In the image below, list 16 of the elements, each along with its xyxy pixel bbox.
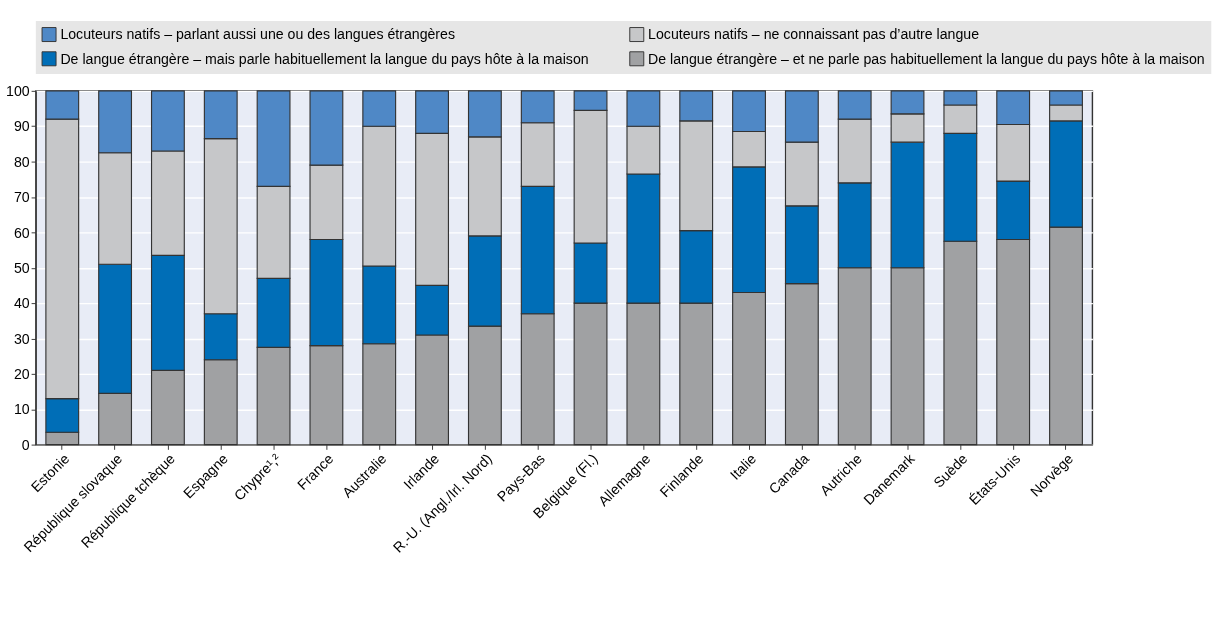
legend-label: De langue étrangère – et ne parle pas habituellement la langue du pays hôte à la maison bbox=[648, 50, 1205, 67]
y-tick-label: 0 bbox=[21, 436, 30, 453]
legend-label: Locuteurs natifs – ne connaissant pas d’autre langue bbox=[648, 26, 980, 43]
y-tick-label: 90 bbox=[13, 118, 30, 135]
y-tick-label: 40 bbox=[13, 295, 30, 312]
y-tick-label: 80 bbox=[13, 153, 30, 170]
y-tick-label: 20 bbox=[13, 366, 30, 383]
y-tick-label: 100 bbox=[6, 83, 30, 100]
y-tick-label: 30 bbox=[13, 330, 30, 347]
y-tick-label: 50 bbox=[13, 259, 30, 276]
y-tick-label: 10 bbox=[13, 401, 30, 418]
legend-label: Locuteurs natifs – parlant aussi une ou des langues étrangères bbox=[60, 26, 456, 43]
legend-label: De langue étrangère – mais parle habituellement la langue du pays hôte à la maison bbox=[60, 50, 589, 67]
y-tick-label: 60 bbox=[13, 224, 30, 241]
x-tick-label: Italie bbox=[726, 450, 760, 483]
y-tick-label: 70 bbox=[13, 189, 30, 206]
